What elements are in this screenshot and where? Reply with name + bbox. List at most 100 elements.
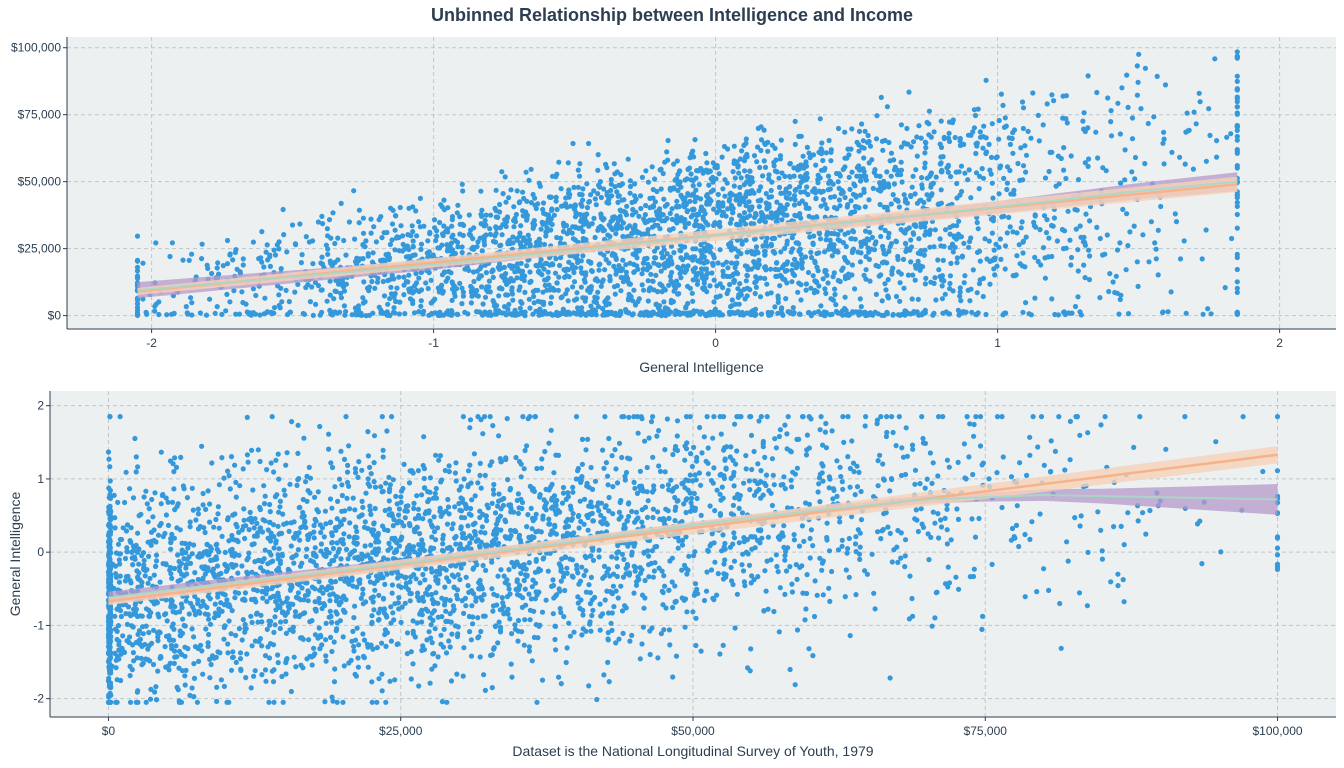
data-point [1075, 177, 1082, 183]
data-point [1146, 259, 1152, 265]
data-point [557, 605, 563, 612]
data-point [1134, 92, 1140, 98]
data-point [575, 167, 581, 173]
data-point [936, 267, 942, 273]
data-point [753, 274, 759, 280]
data-point [707, 168, 714, 174]
data-point [186, 257, 192, 263]
data-point [948, 537, 954, 543]
data-point [884, 104, 891, 110]
data-point [497, 209, 503, 215]
data-point [257, 458, 263, 465]
data-point [966, 244, 972, 250]
data-point [508, 187, 514, 193]
data-point [586, 582, 592, 588]
data-point [340, 284, 347, 290]
data-point [589, 312, 595, 318]
data-point [644, 489, 650, 495]
data-point [725, 265, 731, 271]
data-point [703, 266, 710, 272]
data-point [719, 484, 725, 490]
data-point [665, 263, 671, 269]
data-point [753, 311, 759, 317]
data-point [244, 452, 250, 458]
data-point [980, 275, 987, 281]
data-point [402, 311, 408, 317]
data-point [425, 238, 431, 244]
data-point [477, 654, 483, 660]
data-point [695, 258, 701, 264]
data-point [817, 116, 823, 122]
data-point [986, 476, 992, 482]
data-point [338, 448, 344, 454]
data-point [1006, 214, 1012, 220]
data-point [935, 257, 941, 263]
data-point [944, 506, 950, 512]
data-point [443, 650, 450, 656]
data-point [449, 234, 455, 240]
data-point [241, 517, 247, 523]
data-point [570, 484, 576, 490]
data-point [516, 268, 522, 274]
data-point [731, 183, 737, 189]
data-point [611, 284, 618, 290]
data-point [435, 312, 441, 318]
data-point [974, 219, 980, 226]
data-point [1234, 148, 1240, 154]
data-point [711, 277, 717, 283]
data-point [602, 597, 608, 603]
data-point [1181, 238, 1187, 244]
data-point [106, 456, 112, 462]
data-point [165, 522, 172, 529]
data-point [492, 205, 498, 211]
data-point [396, 595, 402, 601]
data-point [888, 201, 894, 207]
data-point [618, 182, 624, 188]
data-point [433, 495, 440, 501]
data-point [1063, 245, 1069, 251]
data-point [460, 535, 466, 541]
data-point [261, 264, 267, 270]
data-point [216, 271, 222, 277]
data-point [539, 311, 545, 317]
data-point [1068, 254, 1075, 261]
data-point [483, 222, 489, 228]
data-point [490, 274, 496, 280]
data-point [842, 257, 849, 263]
data-point [1087, 253, 1093, 259]
data-point [857, 296, 863, 302]
data-point [380, 454, 386, 460]
data-point [616, 263, 622, 269]
data-point [674, 213, 680, 219]
data-point [552, 270, 559, 276]
x-axis-title: General Intelligence [639, 359, 764, 375]
data-point [808, 527, 815, 533]
data-point [681, 562, 688, 568]
data-point [690, 183, 696, 189]
data-point [163, 561, 169, 567]
data-point [271, 699, 277, 705]
data-point [226, 618, 232, 624]
data-point [922, 165, 928, 171]
data-point [997, 165, 1003, 171]
data-point [221, 683, 227, 690]
data-point [923, 229, 929, 235]
data-point [371, 224, 377, 230]
data-point [1032, 295, 1038, 301]
data-point [772, 304, 778, 310]
data-point [631, 287, 637, 293]
data-point [829, 253, 835, 259]
data-point [481, 238, 487, 244]
data-point [1136, 51, 1142, 57]
data-point [1086, 156, 1092, 162]
data-point [323, 658, 329, 664]
data-point [991, 247, 997, 253]
data-point [1162, 82, 1169, 88]
data-point [134, 257, 141, 263]
data-point [614, 169, 620, 175]
data-point [510, 263, 516, 269]
data-point [1001, 175, 1007, 181]
data-point [1234, 211, 1240, 218]
data-point [580, 186, 586, 192]
data-point [646, 574, 652, 580]
